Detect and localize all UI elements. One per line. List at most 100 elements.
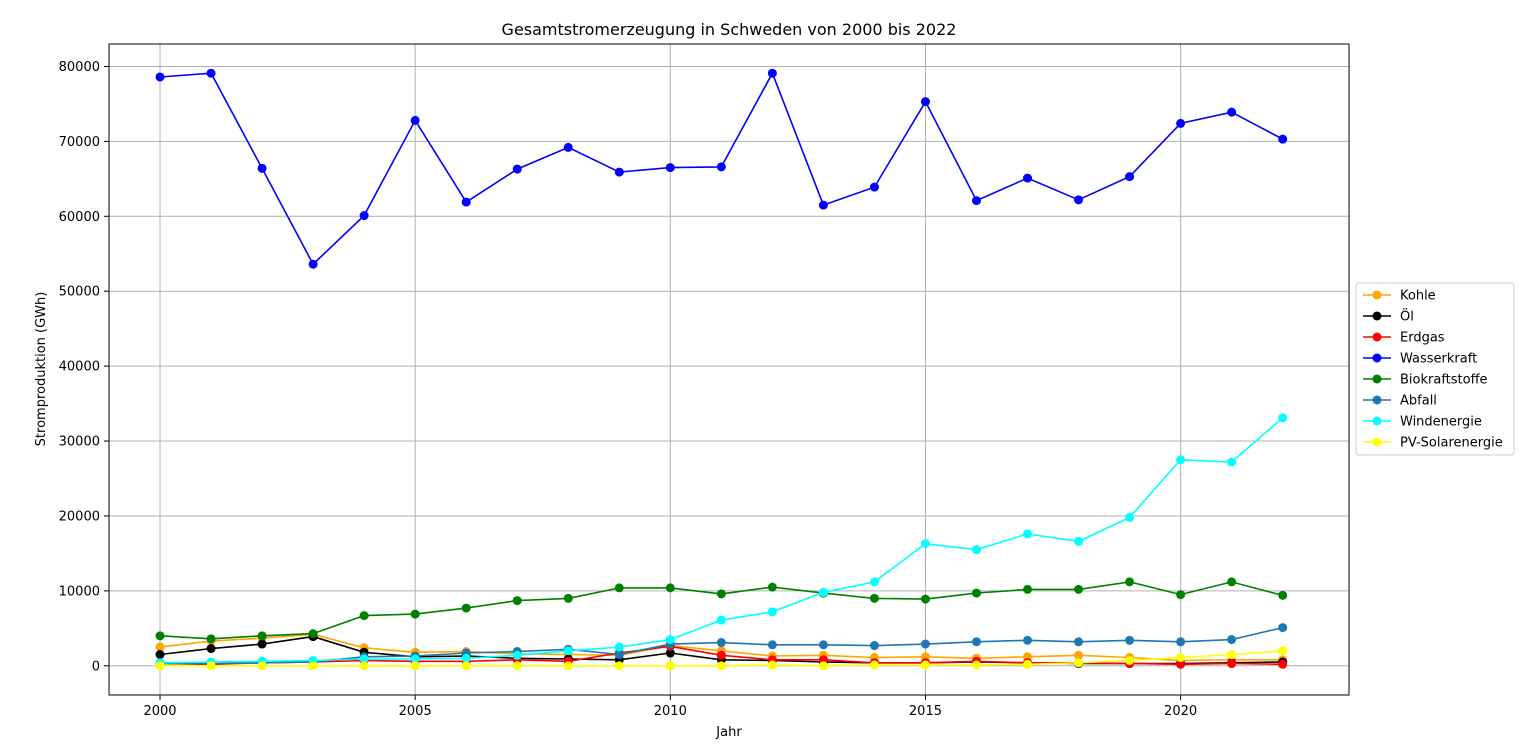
data-point-abfall xyxy=(1074,637,1084,647)
data-point-wasserkraft xyxy=(308,259,318,269)
legend-marker xyxy=(1372,353,1382,363)
data-point-pv-solarenergie xyxy=(206,661,216,671)
data-point-biokraftstoffe xyxy=(1074,584,1084,594)
legend-marker xyxy=(1372,374,1382,384)
x-tick-label: 2010 xyxy=(654,704,687,719)
data-point-biokraftstoffe xyxy=(614,583,624,593)
legend-item-kohle: Kohle xyxy=(1363,289,1436,304)
data-point-biokraftstoffe xyxy=(512,596,522,606)
data-point-pv-solarenergie xyxy=(614,661,624,671)
data-point-abfall xyxy=(1278,623,1288,633)
data-point-biokraftstoffe xyxy=(257,631,267,641)
data-point-pv-solarenergie xyxy=(716,661,726,671)
data-point-windenergie xyxy=(767,607,777,617)
data-point-wasserkraft xyxy=(869,182,879,192)
legend-marker xyxy=(1372,332,1382,342)
data-point-pv-solarenergie xyxy=(461,661,471,671)
data-point-pv-solarenergie xyxy=(869,660,879,670)
data-point-pv-solarenergie xyxy=(818,661,828,671)
data-point-windenergie xyxy=(359,654,369,664)
data-point-biokraftstoffe xyxy=(1023,584,1033,594)
legend-label: Biokraftstoffe xyxy=(1400,373,1488,388)
data-point-windenergie xyxy=(869,577,879,587)
data-point-wasserkraft xyxy=(563,142,573,152)
legend-label: Abfall xyxy=(1400,394,1437,409)
legend-item--l: Öl xyxy=(1363,308,1414,325)
data-point-biokraftstoffe xyxy=(563,593,573,603)
data-point-wasserkraft xyxy=(512,164,522,174)
data-point-abfall xyxy=(767,640,777,650)
legend-marker xyxy=(1372,395,1382,405)
data-point-biokraftstoffe xyxy=(1125,577,1135,587)
data-point-windenergie xyxy=(461,653,471,663)
data-point-biokraftstoffe xyxy=(971,588,981,598)
data-point-windenergie xyxy=(1023,529,1033,539)
data-point-biokraftstoffe xyxy=(155,631,165,641)
data-point-pv-solarenergie xyxy=(971,660,981,670)
data-point-abfall xyxy=(716,638,726,648)
data-point-biokraftstoffe xyxy=(1278,590,1288,600)
data-point--l xyxy=(206,644,216,654)
grid xyxy=(109,44,1349,695)
x-tick-label: 2005 xyxy=(399,704,432,719)
data-point-windenergie xyxy=(1278,413,1288,423)
data-point-biokraftstoffe xyxy=(410,609,420,619)
data-point-windenergie xyxy=(512,650,522,660)
x-tick-label: 2020 xyxy=(1164,704,1197,719)
data-point-abfall xyxy=(614,650,624,660)
x-tick-label: 2000 xyxy=(143,704,176,719)
data-point-biokraftstoffe xyxy=(308,629,318,639)
data-point-windenergie xyxy=(1125,512,1135,522)
data-point-wasserkraft xyxy=(155,72,165,82)
data-point-wasserkraft xyxy=(1278,134,1288,144)
data-point-windenergie xyxy=(1074,536,1084,546)
legend-marker xyxy=(1372,290,1382,300)
data-point-wasserkraft xyxy=(461,197,471,207)
legend-label: PV-Solarenergie xyxy=(1400,436,1503,451)
chart-title: Gesamtstromerzeugung in Schweden von 200… xyxy=(502,20,957,39)
data-point-pv-solarenergie xyxy=(1125,656,1135,666)
y-axis-label: Stromproduktion (GWh) xyxy=(34,292,49,447)
data-point-windenergie xyxy=(971,545,981,555)
legend-marker xyxy=(1372,311,1382,321)
data-point-wasserkraft xyxy=(206,68,216,78)
y-tick-label: 20000 xyxy=(59,509,100,524)
data-point-wasserkraft xyxy=(818,200,828,210)
data-point-pv-solarenergie xyxy=(359,661,369,671)
data-point-kohle xyxy=(155,642,165,652)
data-point-biokraftstoffe xyxy=(869,593,879,603)
data-point-pv-solarenergie xyxy=(665,661,675,671)
x-tick-label: 2015 xyxy=(909,704,942,719)
data-point--l xyxy=(155,650,165,660)
data-point-pv-solarenergie xyxy=(920,660,930,670)
data-point-windenergie xyxy=(614,642,624,652)
data-point-biokraftstoffe xyxy=(1176,590,1186,600)
data-point-pv-solarenergie xyxy=(1227,650,1237,660)
y-tick-label: 30000 xyxy=(59,435,100,450)
y-tick-label: 80000 xyxy=(59,60,100,75)
data-point-abfall xyxy=(1023,635,1033,645)
data-point-windenergie xyxy=(920,539,930,549)
data-point-wasserkraft xyxy=(359,211,369,221)
data-point-abfall xyxy=(971,637,981,647)
data-point-abfall xyxy=(1125,635,1135,645)
data-point-erdgas xyxy=(1176,659,1186,669)
data-point-windenergie xyxy=(1227,457,1237,467)
legend-box xyxy=(1355,282,1515,456)
legend-item-windenergie: Windenergie xyxy=(1363,415,1482,430)
data-point-erdgas xyxy=(1278,659,1288,669)
data-point-wasserkraft xyxy=(767,68,777,78)
data-point-wasserkraft xyxy=(920,97,930,107)
data-point-pv-solarenergie xyxy=(1278,646,1288,656)
data-point-pv-solarenergie xyxy=(257,661,267,671)
data-point-windenergie xyxy=(665,635,675,645)
data-point-wasserkraft xyxy=(1125,172,1135,182)
legend-label: Öl xyxy=(1400,308,1414,325)
legend-item-abfall: Abfall xyxy=(1363,394,1437,409)
data-point-windenergie xyxy=(716,615,726,625)
data-point-pv-solarenergie xyxy=(308,661,318,671)
legend-item-biokraftstoffe: Biokraftstoffe xyxy=(1363,373,1488,388)
plot-frame xyxy=(108,43,1350,696)
data-point-wasserkraft xyxy=(1023,173,1033,183)
data-point-pv-solarenergie xyxy=(1176,653,1186,663)
